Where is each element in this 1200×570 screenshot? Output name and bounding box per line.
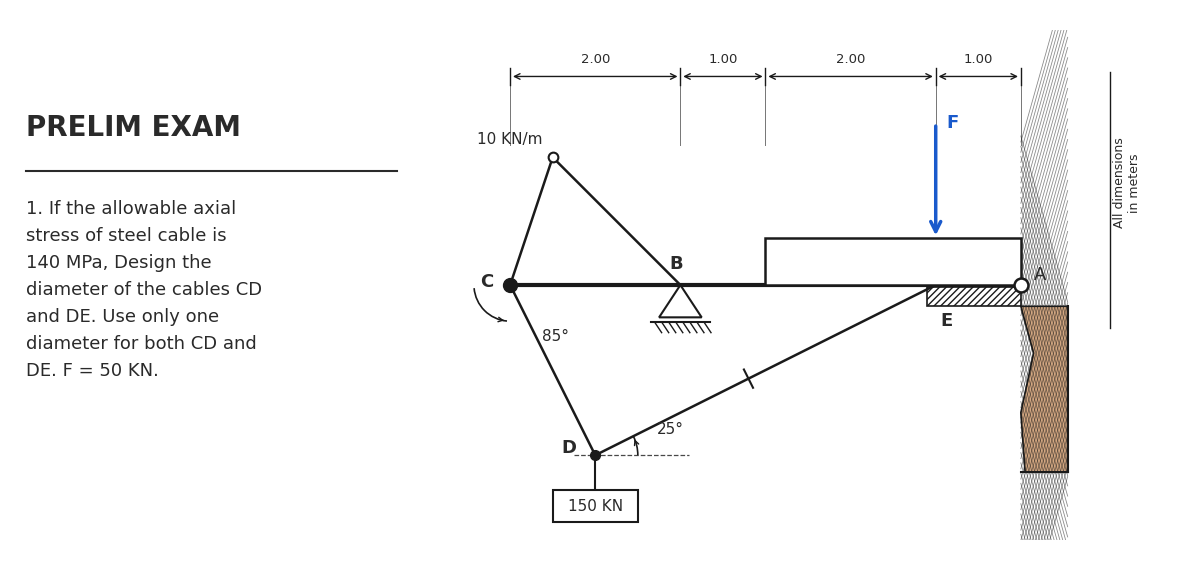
Polygon shape xyxy=(1021,306,1068,473)
Text: PRELIM EXAM: PRELIM EXAM xyxy=(26,114,241,142)
Text: D: D xyxy=(562,439,576,457)
Polygon shape xyxy=(553,490,638,523)
Text: 2.00: 2.00 xyxy=(836,53,865,66)
Text: B: B xyxy=(670,255,683,273)
Text: A: A xyxy=(1033,266,1046,284)
Text: 10 KN/m: 10 KN/m xyxy=(476,132,542,147)
Text: 1.00: 1.00 xyxy=(708,53,738,66)
Text: 1. If the allowable axial
stress of steel cable is
140 MPa, Design the
diameter : 1. If the allowable axial stress of stee… xyxy=(26,200,262,380)
Text: F: F xyxy=(946,114,958,132)
Polygon shape xyxy=(766,238,1021,285)
Text: All dimensions
in meters: All dimensions in meters xyxy=(1114,137,1141,228)
Text: C: C xyxy=(480,272,493,291)
Text: 5 KN/m: 5 KN/m xyxy=(865,254,922,269)
Text: 150 KN: 150 KN xyxy=(568,499,623,514)
Text: 1.00: 1.00 xyxy=(964,53,992,66)
Text: 2.00: 2.00 xyxy=(581,53,610,66)
Text: E: E xyxy=(940,312,953,330)
Text: 85°: 85° xyxy=(542,328,570,344)
Text: 25°: 25° xyxy=(656,422,684,437)
